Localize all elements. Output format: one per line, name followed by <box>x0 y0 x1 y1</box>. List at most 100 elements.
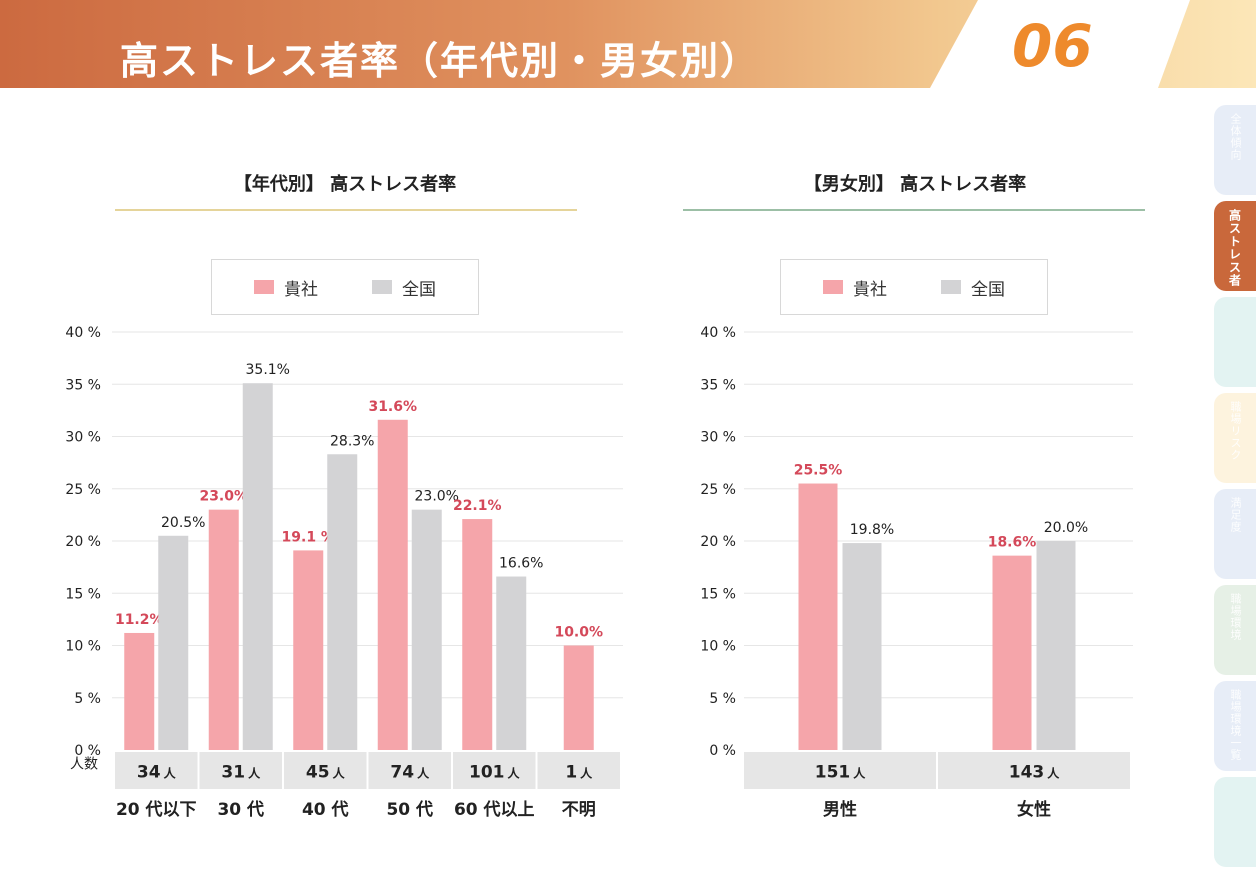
legend-item-company: 貴社 <box>254 275 318 300</box>
gender-y-tick-label: 20 % <box>700 534 736 550</box>
side-tab-1[interactable]: 全体傾向 <box>1214 105 1256 195</box>
age-y-tick-label: 0 % <box>74 743 101 759</box>
age-data-label-company: 23.0% <box>199 489 248 505</box>
age-category-label: 30 代 <box>217 799 264 820</box>
gender-count-cell <box>744 752 936 789</box>
side-tab-7[interactable]: 職場環境一覧 <box>1214 681 1256 771</box>
age-count-label: 34 人 <box>137 763 177 783</box>
age-bar-company <box>293 550 324 750</box>
age-category-label: 60 代以上 <box>454 799 535 820</box>
age-bar-company <box>377 419 408 750</box>
side-tab-3[interactable] <box>1214 297 1256 387</box>
age-bar-company <box>208 509 239 750</box>
legend-label-company: 貴社 <box>853 279 887 300</box>
legend-swatch-national <box>941 280 961 294</box>
age-count-label: 101 人 <box>469 763 521 783</box>
legend-label-national: 全国 <box>402 279 436 300</box>
age-count-header: 人数 <box>70 757 98 773</box>
right-legend: 貴社 全国 <box>780 259 1048 315</box>
gender-y-tick-label: 35 % <box>700 377 736 393</box>
age-y-tick-label: 20 % <box>65 534 101 550</box>
age-count-label: 31 人 <box>221 763 261 783</box>
legend-item-company: 貴社 <box>823 275 887 300</box>
gender-bar-company <box>798 483 838 750</box>
right-title-rule <box>683 209 1145 211</box>
gender-y-tick-label: 30 % <box>700 430 736 446</box>
age-data-label-national: 28.3% <box>330 433 374 449</box>
gender-y-tick-label: 0 % <box>709 743 736 759</box>
gender-y-tick-label: 10 % <box>700 639 736 655</box>
age-y-tick-label: 25 % <box>65 482 101 498</box>
age-data-label-company: 22.1% <box>453 498 502 514</box>
age-data-label-company: 10.0% <box>554 625 603 641</box>
gender-y-tick-label: 40 % <box>700 325 736 341</box>
age-y-tick-label: 5 % <box>74 691 101 707</box>
age-category-label: 20 代以下 <box>116 799 197 820</box>
age-count-unit: 人 <box>164 766 177 781</box>
gender-data-label-company: 25.5% <box>794 463 843 479</box>
age-bar-company <box>124 632 155 750</box>
left-legend: 貴社 全国 <box>211 259 479 315</box>
age-count-cell <box>453 752 536 789</box>
gender-count-cell <box>938 752 1130 789</box>
page-header: 高ストレス者率（年代別・男女別） 06 <box>0 0 1256 88</box>
page-number-box <box>930 0 1190 88</box>
legend-label-company: 貴社 <box>284 279 318 300</box>
side-tab-6[interactable]: 職場環境 <box>1214 585 1256 675</box>
gender-data-label-national: 19.8% <box>850 522 894 538</box>
age-y-tick-label: 15 % <box>65 586 101 602</box>
age-count-cell <box>368 752 451 789</box>
left-title-rule <box>115 209 577 211</box>
age-category-label: 不明 <box>562 800 596 820</box>
age-count-cell <box>115 752 198 789</box>
right-chart-title: 【男女別】 高ストレス者率 <box>803 174 1027 195</box>
legend-label-national: 全国 <box>971 279 1005 300</box>
age-data-label-company: 31.6% <box>368 399 417 415</box>
age-data-label-national: 23.0% <box>415 489 459 505</box>
gender-data-label-national: 20.0% <box>1044 520 1088 536</box>
age-bar-national <box>242 383 273 750</box>
age-data-label-company: 11.2% <box>115 612 164 628</box>
age-bar-company <box>563 645 594 750</box>
gender-category-label: 女性 <box>1017 799 1051 820</box>
age-y-tick-label: 35 % <box>65 377 101 393</box>
age-bar-national <box>158 535 189 750</box>
side-tab-2[interactable]: 高ストレス者 <box>1214 201 1256 291</box>
age-count-unit: 人 <box>333 766 346 781</box>
age-count-unit: 人 <box>248 766 261 781</box>
legend-item-national: 全国 <box>372 275 436 300</box>
gender-count-label: 143 人 <box>1009 763 1061 783</box>
gender-bar-national <box>1036 541 1076 750</box>
age-count-unit: 人 <box>417 766 430 781</box>
age-count-cell <box>537 752 620 789</box>
gender-y-tick-label: 5 % <box>709 691 736 707</box>
age-count-unit: 人 <box>580 766 593 781</box>
age-bar-national <box>411 509 442 750</box>
age-data-label-company: 19.1 % <box>282 529 335 545</box>
gender-count-label: 151 人 <box>815 763 867 783</box>
gender-y-tick-label: 15 % <box>700 586 736 602</box>
side-tab-4[interactable]: 職場リスク <box>1214 393 1256 483</box>
age-count-label: 74 人 <box>390 763 430 783</box>
age-y-tick-label: 30 % <box>65 430 101 446</box>
age-count-label: 45 人 <box>306 763 346 783</box>
legend-swatch-company <box>823 280 843 294</box>
age-data-label-national: 20.5% <box>161 515 205 531</box>
age-bar-national <box>327 454 358 750</box>
side-tab-8[interactable] <box>1214 777 1256 867</box>
gender-count-unit: 人 <box>853 766 866 781</box>
age-data-label-national: 35.1% <box>246 362 290 378</box>
age-count-unit: 人 <box>507 766 520 781</box>
age-y-tick-label: 40 % <box>65 325 101 341</box>
age-bar-national <box>496 576 527 750</box>
legend-swatch-national <box>372 280 392 294</box>
age-count-cell <box>199 752 282 789</box>
page-number: 06 <box>1012 12 1093 80</box>
page-title: 高ストレス者率（年代別・男女別） <box>120 39 761 83</box>
gender-y-tick-label: 25 % <box>700 482 736 498</box>
side-tab-5[interactable]: 満足度 <box>1214 489 1256 579</box>
gender-bar-national <box>842 543 882 750</box>
age-bar-company <box>462 519 493 750</box>
